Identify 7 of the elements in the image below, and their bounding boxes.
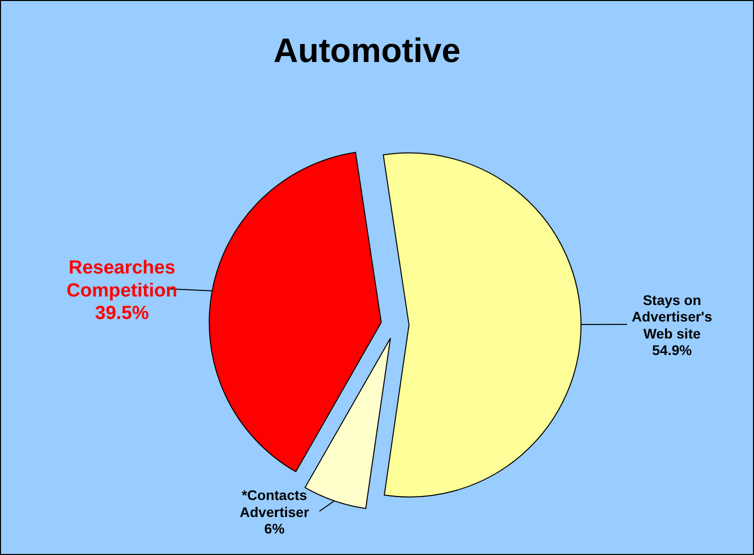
data-label: 39.5% [95, 303, 149, 324]
data-label: 54.9% [652, 342, 692, 358]
data-label: 6% [264, 520, 286, 537]
chart-title: Automotive [274, 32, 460, 70]
slice-label: Researches Competition [66, 258, 178, 302]
slice-label: *Contacts Advertiser [240, 487, 310, 520]
slice-label: Stays on Advertiser's Web site [632, 292, 712, 342]
